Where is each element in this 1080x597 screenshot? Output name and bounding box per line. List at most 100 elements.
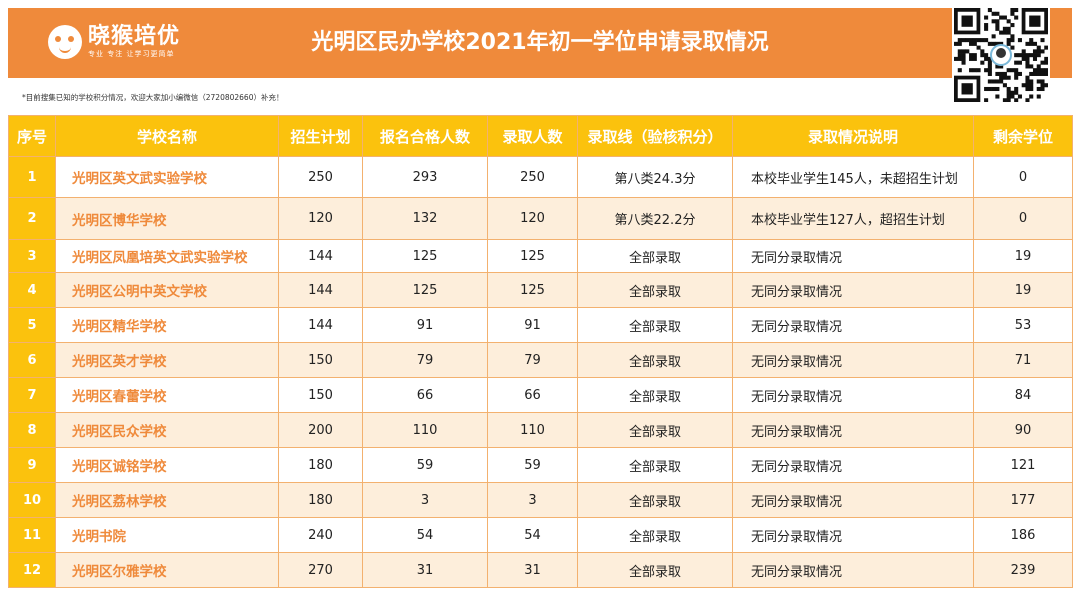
- cell-school: 光明区荔林学校: [55, 482, 279, 518]
- column-header-admitted: 录取人数: [487, 115, 578, 157]
- table-row: 9 光明区诚铭学校 180 59 59 全部录取 无同分录取情况 121: [8, 447, 1073, 483]
- cell-index: 8: [8, 412, 56, 448]
- cell-remaining: 177: [973, 482, 1073, 518]
- cell-plan: 270: [278, 552, 363, 588]
- cell-index: 11: [8, 517, 56, 553]
- cell-plan: 144: [278, 272, 363, 308]
- cell-cutoff: 全部录取: [577, 342, 733, 378]
- cell-description: 无同分录取情况: [732, 552, 974, 588]
- column-header-cutoff: 录取线（验核积分）: [577, 115, 733, 157]
- cell-index: 9: [8, 447, 56, 483]
- cell-admitted: 120: [487, 197, 578, 240]
- monkey-mascot-icon: [48, 25, 82, 59]
- logo-text: 晓猴培优 专业 专注 让学习更简单: [88, 25, 180, 59]
- cell-qualified: 59: [362, 447, 488, 483]
- cell-school: 光明区凤凰培英文武实验学校: [55, 239, 279, 273]
- brand-logo: 晓猴培优 专业 专注 让学习更简单: [48, 22, 180, 62]
- cell-plan: 240: [278, 517, 363, 553]
- table-row: 11 光明书院 240 54 54 全部录取 无同分录取情况 186: [8, 517, 1073, 553]
- cell-cutoff: 全部录取: [577, 517, 733, 553]
- column-header-plan: 招生计划: [278, 115, 363, 157]
- cell-cutoff: 第八类22.2分: [577, 197, 733, 240]
- cell-cutoff: 全部录取: [577, 482, 733, 518]
- table-row: 3 光明区凤凰培英文武实验学校 144 125 125 全部录取 无同分录取情况 19: [8, 239, 1073, 273]
- cell-school: 光明区博华学校: [55, 197, 279, 240]
- cell-description: 无同分录取情况: [732, 239, 974, 273]
- cell-qualified: 31: [362, 552, 488, 588]
- table-row: 7 光明区春蕾学校 150 66 66 全部录取 无同分录取情况 84: [8, 377, 1073, 413]
- cell-admitted: 91: [487, 307, 578, 343]
- cell-cutoff: 全部录取: [577, 552, 733, 588]
- cell-cutoff: 全部录取: [577, 272, 733, 308]
- cell-school: 光明书院: [55, 517, 279, 553]
- cell-school: 光明区精华学校: [55, 307, 279, 343]
- qr-code-icon: [952, 6, 1050, 104]
- cell-remaining: 121: [973, 447, 1073, 483]
- cell-qualified: 110: [362, 412, 488, 448]
- cell-plan: 150: [278, 377, 363, 413]
- cell-school: 光明区公明中英文学校: [55, 272, 279, 308]
- cell-plan: 144: [278, 239, 363, 273]
- cell-description: 无同分录取情况: [732, 307, 974, 343]
- cell-admitted: 66: [487, 377, 578, 413]
- cell-index: 4: [8, 272, 56, 308]
- cell-admitted: 250: [487, 156, 578, 198]
- table-row: 1 光明区英文武实验学校 250 293 250 第八类24.3分 本校毕业学生145人，未…: [8, 156, 1073, 198]
- cell-qualified: 3: [362, 482, 488, 518]
- table-body: 1 光明区英文武实验学校 250 293 250 第八类24.3分 本校毕业学生145人，未…: [8, 156, 1073, 588]
- cell-description: 无同分录取情况: [732, 412, 974, 448]
- cell-index: 6: [8, 342, 56, 378]
- column-header-school: 学校名称: [55, 115, 279, 157]
- table-row: 10 光明区荔林学校 180 3 3 全部录取 无同分录取情况 177: [8, 482, 1073, 518]
- cell-admitted: 31: [487, 552, 578, 588]
- cell-remaining: 19: [973, 239, 1073, 273]
- cell-school: 光明区春蕾学校: [55, 377, 279, 413]
- cell-school: 光明区诚铭学校: [55, 447, 279, 483]
- cell-school: 光明区英才学校: [55, 342, 279, 378]
- cell-cutoff: 全部录取: [577, 412, 733, 448]
- cell-remaining: 186: [973, 517, 1073, 553]
- cell-plan: 200: [278, 412, 363, 448]
- cell-admitted: 59: [487, 447, 578, 483]
- column-header-description: 录取情况说明: [732, 115, 974, 157]
- cell-admitted: 110: [487, 412, 578, 448]
- cell-index: 2: [8, 197, 56, 240]
- table-row: 6 光明区英才学校 150 79 79 全部录取 无同分录取情况 71: [8, 342, 1073, 378]
- cell-plan: 180: [278, 482, 363, 518]
- cell-qualified: 125: [362, 272, 488, 308]
- cell-cutoff: 全部录取: [577, 377, 733, 413]
- cell-description: 本校毕业学生145人，未超招生计划: [732, 156, 974, 198]
- cell-index: 12: [8, 552, 56, 588]
- contact-note: *目前搜集已知的学校积分情况，欢迎大家加小编微信（2720802660）补充！: [22, 93, 284, 102]
- logo-name: 晓猴培优: [88, 24, 181, 49]
- cell-index: 3: [8, 239, 56, 273]
- cell-index: 1: [8, 156, 56, 198]
- cell-qualified: 132: [362, 197, 488, 240]
- cell-admitted: 3: [487, 482, 578, 518]
- cell-plan: 250: [278, 156, 363, 198]
- cell-cutoff: 第八类24.3分: [577, 156, 733, 198]
- cell-qualified: 293: [362, 156, 488, 198]
- table-row: 12 光明区尔雅学校 270 31 31 全部录取 无同分录取情况 239: [8, 552, 1073, 588]
- cell-index: 10: [8, 482, 56, 518]
- cell-plan: 150: [278, 342, 363, 378]
- cell-school: 光明区尔雅学校: [55, 552, 279, 588]
- cell-qualified: 79: [362, 342, 488, 378]
- cell-qualified: 54: [362, 517, 488, 553]
- table-row: 4 光明区公明中英文学校 144 125 125 全部录取 无同分录取情况 19: [8, 272, 1073, 308]
- admissions-table: 序号 学校名称 招生计划 报名合格人数 录取人数 录取线（验核积分） 录取情况说…: [8, 115, 1073, 588]
- cell-remaining: 71: [973, 342, 1073, 378]
- cell-description: 无同分录取情况: [732, 447, 974, 483]
- cell-description: 无同分录取情况: [732, 342, 974, 378]
- table-row: 5 光明区精华学校 144 91 91 全部录取 无同分录取情况 53: [8, 307, 1073, 343]
- logo-slogan: 专业 专注 让学习更简单: [88, 50, 175, 58]
- table-row: 2 光明区博华学校 120 132 120 第八类22.2分 本校毕业学生127人，超招生计…: [8, 197, 1073, 240]
- cell-qualified: 66: [362, 377, 488, 413]
- cell-remaining: 19: [973, 272, 1073, 308]
- cell-cutoff: 全部录取: [577, 307, 733, 343]
- column-header-index: 序号: [8, 115, 56, 157]
- cell-school: 光明区民众学校: [55, 412, 279, 448]
- page-title: 光明区民办学校2021年初一学位申请录取情况: [311, 30, 769, 55]
- cell-index: 5: [8, 307, 56, 343]
